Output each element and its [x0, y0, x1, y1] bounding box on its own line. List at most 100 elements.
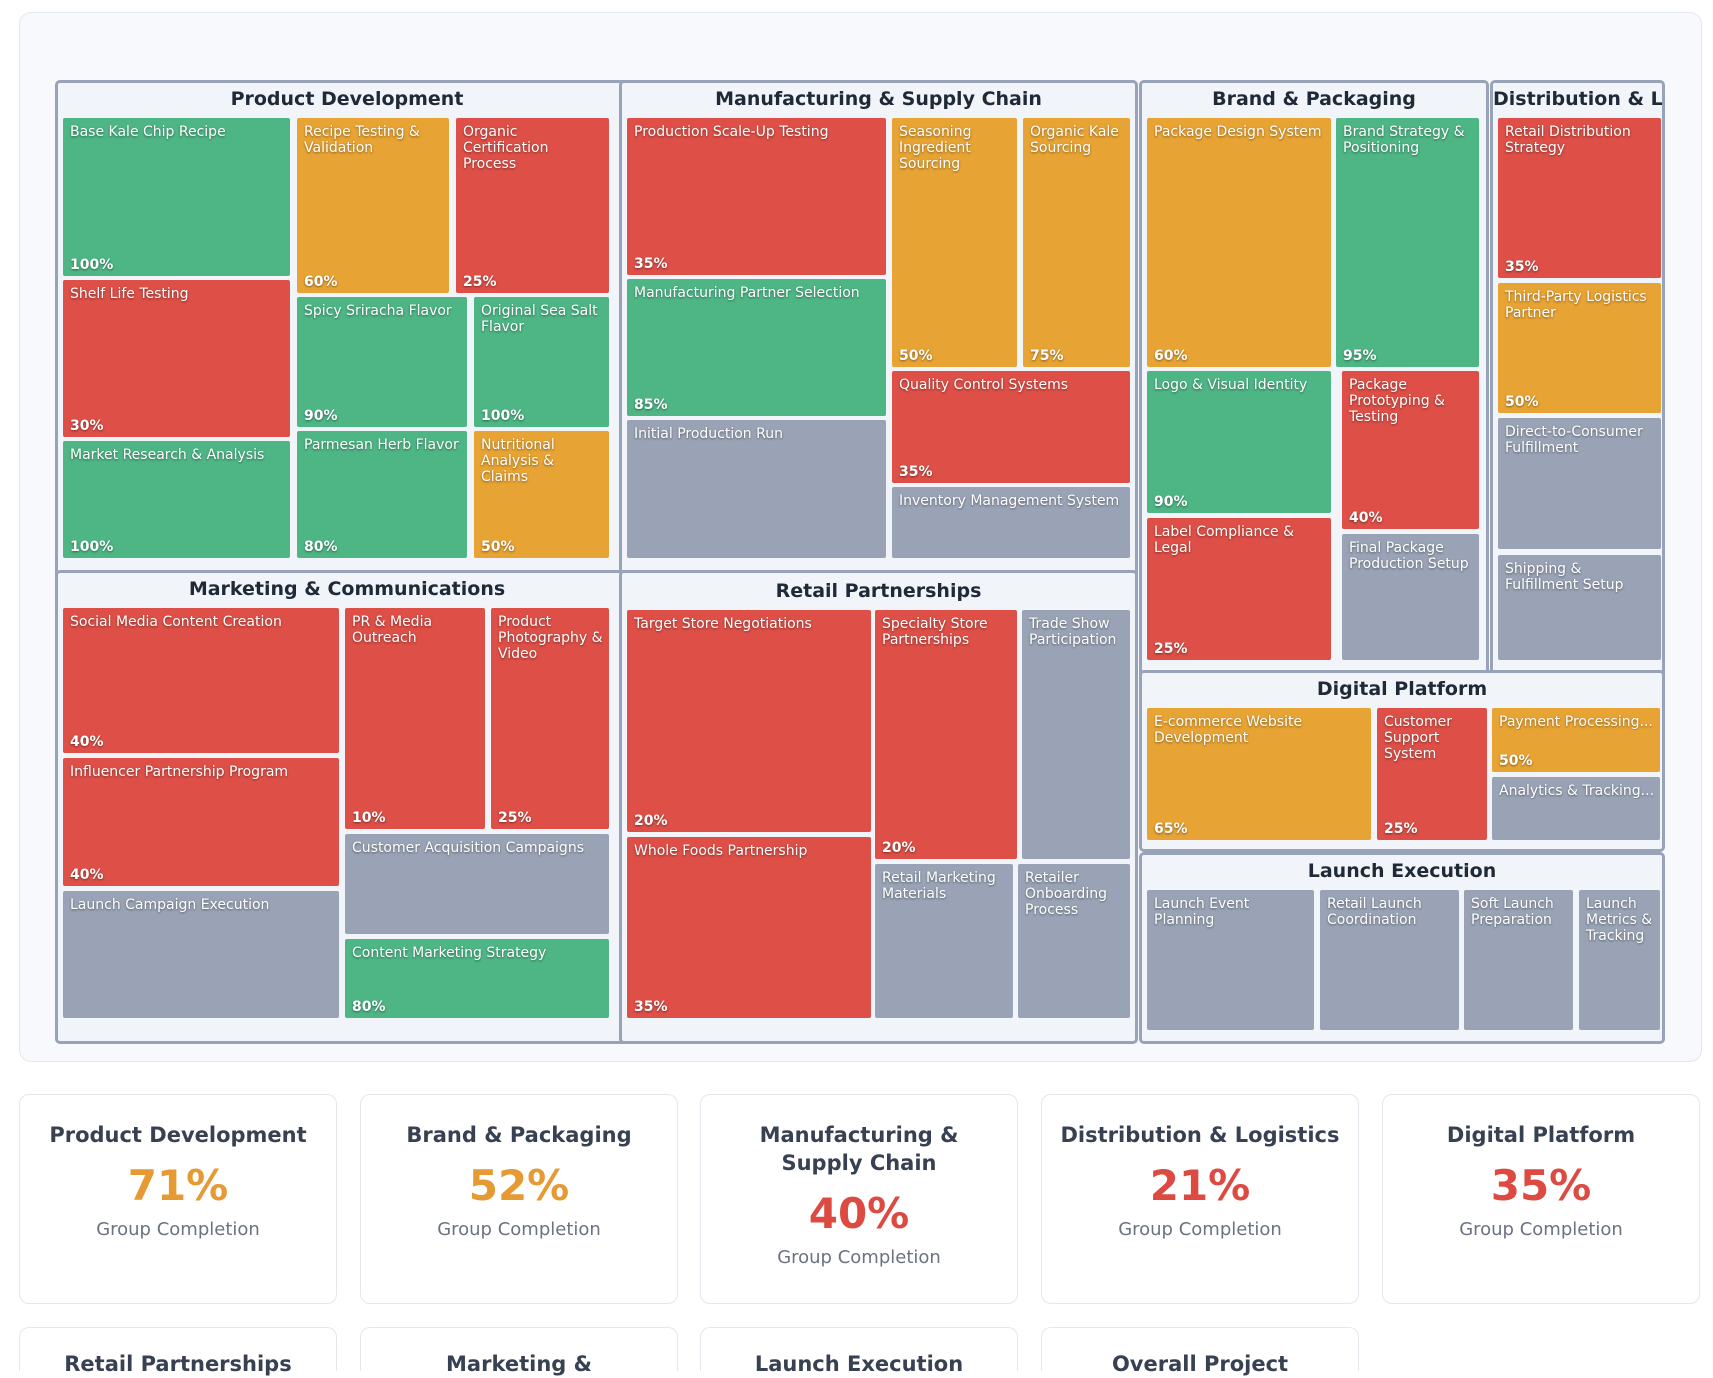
task-tile[interactable]: Label Compliance & Legal 25% — [1147, 518, 1331, 660]
task-name: Inventory Management System — [899, 493, 1120, 509]
card-title: Digital Platform — [1446, 1123, 1636, 1147]
task-tile[interactable]: Organic Certification Process 25% — [456, 118, 609, 293]
group-launch: Launch Execution Launch Event Planning R… — [1139, 852, 1665, 1044]
group-retail: Retail Partnerships Target Store Negotia… — [619, 570, 1138, 1044]
card-label: Group Completion — [777, 1247, 941, 1268]
task-tile[interactable]: Analytics & Tracking... — [1492, 777, 1660, 840]
task-percent: 50% — [1499, 753, 1533, 769]
summary-card-overall: Overall Project — [1041, 1327, 1359, 1376]
group-digital: Digital Platform E-commerce Website Deve… — [1139, 670, 1665, 852]
task-name: Spicy Sriracha Flavor — [304, 303, 452, 319]
task-name: Parmesan Herb Flavor — [304, 437, 459, 453]
task-tile[interactable]: Recipe Testing & Validation 60% — [297, 118, 449, 293]
task-tile[interactable]: Shipping & Fulfillment Setup — [1498, 555, 1661, 660]
task-tile[interactable]: Content Marketing Strategy 80% — [345, 939, 609, 1018]
task-percent: 80% — [304, 539, 338, 555]
task-tile[interactable]: Spicy Sriracha Flavor 90% — [297, 297, 467, 427]
task-tile[interactable]: Production Scale-Up Testing 35% — [627, 118, 886, 275]
task-name: Nutritional Analysis & Claims — [481, 437, 555, 485]
task-percent: 35% — [634, 999, 668, 1015]
task-name: Content Marketing Strategy — [352, 945, 547, 961]
task-name: Trade Show Participation — [1029, 616, 1117, 648]
task-tile[interactable]: Customer Support System 25% — [1377, 708, 1487, 840]
task-tile[interactable]: Social Media Content Creation 40% — [63, 608, 339, 753]
task-tile[interactable]: Original Sea Salt Flavor 100% — [474, 297, 609, 427]
task-percent: 35% — [634, 256, 668, 272]
task-tile[interactable]: Retailer Onboarding Process — [1018, 864, 1130, 1018]
task-name: Package Design System — [1154, 124, 1322, 140]
task-tile[interactable]: Package Design System 60% — [1147, 118, 1331, 367]
task-name: Shipping & Fulfillment Setup — [1505, 561, 1624, 593]
task-tile[interactable]: Specialty Store Partnerships 20% — [875, 610, 1017, 859]
group-title: Digital Platform — [1316, 678, 1488, 700]
task-tile[interactable]: Customer Acquisition Campaigns — [345, 834, 609, 934]
task-tile[interactable]: Trade Show Participation — [1022, 610, 1130, 859]
task-tile[interactable]: Base Kale Chip Recipe 100% — [63, 118, 290, 276]
task-tile[interactable]: Launch Campaign Execution — [63, 891, 339, 1018]
task-percent: 10% — [352, 810, 386, 826]
task-tile[interactable]: Target Store Negotiations 20% — [627, 610, 871, 832]
task-tile[interactable]: Launch Event Planning — [1147, 890, 1314, 1030]
card-title: Manufacturing & Supply Chain — [759, 1123, 959, 1175]
task-tile[interactable]: Seasoning Ingredient Sourcing 50% — [892, 118, 1017, 367]
task-tile[interactable]: Initial Production Run — [627, 420, 886, 558]
task-tile[interactable]: Payment Processing... 50% — [1492, 708, 1660, 772]
task-name: E-commerce Website Development — [1154, 714, 1303, 746]
group-title: Manufacturing & Supply Chain — [715, 88, 1042, 110]
task-tile[interactable]: Influencer Partnership Program 40% — [63, 758, 339, 886]
task-name: Production Scale-Up Testing — [634, 124, 829, 140]
task-tile[interactable]: Retail Distribution Strategy 35% — [1498, 118, 1661, 278]
summary-card-manufacturing: Manufacturing & Supply Chain 40% Group C… — [700, 1094, 1018, 1304]
task-tile[interactable]: Final Package Production Setup — [1342, 534, 1479, 660]
task-tile[interactable]: Whole Foods Partnership 35% — [627, 837, 871, 1018]
task-tile[interactable]: Retail Launch Coordination — [1320, 890, 1459, 1030]
task-percent: 40% — [70, 867, 104, 883]
card-value: 40% — [808, 1189, 910, 1238]
task-percent: 75% — [1030, 348, 1064, 364]
group-brand-packaging: Brand & Packaging Package Design System … — [1139, 80, 1489, 684]
task-name: Launch Campaign Execution — [70, 897, 270, 913]
task-name: Initial Production Run — [634, 426, 783, 442]
task-tile[interactable]: Market Research & Analysis 100% — [63, 441, 290, 558]
task-tile[interactable]: Soft Launch Preparation — [1464, 890, 1573, 1030]
task-tile[interactable]: Organic Kale Sourcing 75% — [1023, 118, 1130, 367]
task-tile[interactable]: Retail Marketing Materials — [875, 864, 1013, 1018]
task-name: Analytics & Tracking... — [1499, 783, 1655, 799]
task-tile[interactable]: Inventory Management System — [892, 487, 1130, 558]
task-tile[interactable]: Direct-to-Consumer Fulfillment — [1498, 418, 1661, 549]
card-title: Brand & Packaging — [406, 1123, 632, 1147]
task-name: Customer Acquisition Campaigns — [352, 840, 584, 856]
task-tile[interactable]: Parmesan Herb Flavor 80% — [297, 431, 467, 558]
task-percent: 60% — [304, 274, 338, 290]
task-tile[interactable]: Shelf Life Testing 30% — [63, 280, 290, 437]
task-tile[interactable]: Launch Metrics & Tracking — [1579, 890, 1660, 1030]
task-tile[interactable]: PR & Media Outreach 10% — [345, 608, 485, 829]
task-tile[interactable]: Manufacturing Partner Selection 85% — [627, 279, 886, 416]
card-label: Group Completion — [1459, 1219, 1623, 1240]
task-tile[interactable]: Quality Control Systems 35% — [892, 371, 1130, 483]
summary-card-digital-platform: Digital Platform 35% Group Completion — [1382, 1094, 1700, 1304]
task-tile[interactable]: Nutritional Analysis & Claims 50% — [474, 431, 609, 558]
task-percent: 20% — [882, 840, 916, 856]
task-tile[interactable]: Brand Strategy & Positioning 95% — [1336, 118, 1479, 367]
card-value: 71% — [127, 1161, 229, 1210]
task-percent: 25% — [463, 274, 497, 290]
group-distribution: Distribution & Logistics Retail Distribu… — [1490, 80, 1665, 684]
task-tile[interactable]: E-commerce Website Development 65% — [1147, 708, 1371, 840]
task-percent: 50% — [481, 539, 515, 555]
task-percent: 20% — [634, 813, 668, 829]
task-percent: 30% — [70, 418, 104, 434]
card-title: Launch Execution — [754, 1352, 964, 1376]
task-tile[interactable]: Package Prototyping & Testing 40% — [1342, 371, 1479, 529]
task-name: PR & Media Outreach — [352, 614, 433, 646]
task-name: Final Package Production Setup — [1349, 540, 1469, 572]
card-value: 21% — [1149, 1161, 1251, 1210]
task-percent: 60% — [1154, 348, 1188, 364]
task-name: Quality Control Systems — [899, 377, 1069, 393]
task-tile[interactable]: Logo & Visual Identity 90% — [1147, 371, 1331, 513]
card-value: 35% — [1490, 1161, 1592, 1210]
task-name: Retail Marketing Materials — [882, 870, 996, 902]
task-tile[interactable]: Product Photography & Video 25% — [491, 608, 609, 829]
card-title: Distribution & Logistics — [1060, 1123, 1340, 1147]
task-tile[interactable]: Third-Party Logistics Partner 50% — [1498, 283, 1661, 413]
